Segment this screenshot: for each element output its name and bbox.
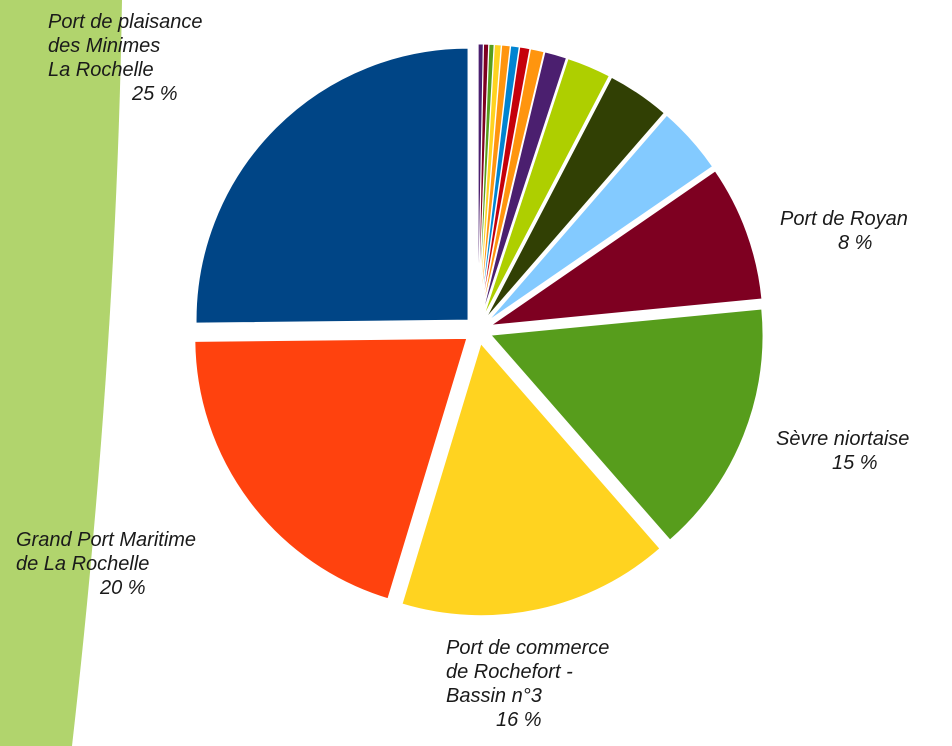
pie-slice-7 (480, 48, 545, 317)
label-line: Port de plaisance (48, 11, 203, 33)
pie-chart (194, 43, 764, 617)
pie-slice-8 (481, 51, 568, 317)
pie-slice-10 (485, 76, 665, 319)
label-line: des Minimes (48, 35, 161, 57)
label-percent: 25 % (132, 83, 178, 105)
pie-slice-9 (482, 57, 610, 318)
label-percent: 20 % (100, 577, 146, 599)
slice-label-royan: Port de Royan 8 % (780, 207, 908, 255)
label-percent: 8 % (838, 232, 873, 254)
pie-slice-6 (479, 46, 531, 317)
pie-slice-11 (488, 114, 714, 322)
label-line: de Rochefort - (446, 661, 573, 683)
label-line: de La Rochelle (16, 553, 150, 575)
pie-slice-13 (489, 308, 764, 541)
label-percent: 16 % (496, 709, 542, 731)
label-line: La Rochelle (48, 59, 154, 81)
pie-slice-14 (401, 342, 661, 617)
label-line: Bassin n°3 (446, 685, 542, 707)
slice-label-grand-port-maritime: Grand Port Maritime de La Rochelle 20 % (16, 528, 196, 600)
label-line: Port de commerce (446, 637, 610, 659)
green-side-band (0, 0, 122, 746)
pie-slice-16 (195, 47, 469, 324)
label-percent: 15 % (832, 452, 878, 474)
pie-slice-15 (194, 337, 468, 600)
slice-label-minimes: Port de plaisance des Minimes La Rochell… (48, 10, 203, 106)
label-line: Sèvre niortaise (776, 428, 910, 450)
pie-slice-12 (489, 170, 763, 326)
label-line: Grand Port Maritime (16, 529, 197, 551)
slice-label-sevre-niortaise: Sèvre niortaise 15 % (776, 427, 909, 475)
label-line: Port de Royan (780, 208, 908, 230)
slice-label-rochefort: Port de commerce de Rochefort - Bassin n… (446, 636, 609, 732)
